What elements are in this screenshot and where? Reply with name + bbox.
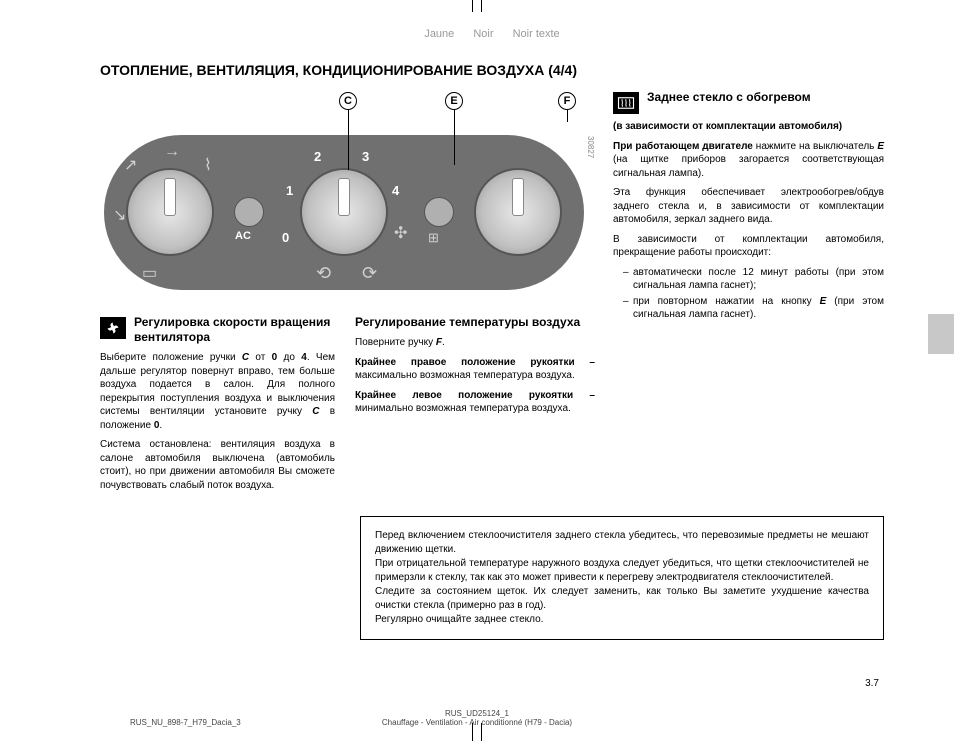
page: Jaune Noir Noir texte ОТОПЛЕНИЕ, ВЕНТИЛЯ… — [0, 0, 954, 739]
control-panel-figure: C E F 30827 ↘ ↗ → ⌇ ▭ AC — [100, 90, 595, 295]
callout-c: C — [339, 92, 357, 110]
ac-label: AC — [235, 230, 251, 242]
temp-section-body: Поверните ручку F. Крайнее правое положе… — [355, 336, 595, 416]
footer-line-1: RUS_UD25124_1 — [0, 709, 954, 718]
left-column: C E F 30827 ↘ ↗ → ⌇ ▭ AC — [100, 90, 595, 498]
recirc-icon-1: ⟲ — [316, 263, 331, 284]
fan-num-4: 4 — [392, 183, 399, 198]
callout-line-c — [348, 110, 349, 170]
callout-e: E — [445, 92, 463, 110]
note-p1: Перед включением стеклоочистителя заднег… — [375, 529, 869, 557]
fan-num-1: 1 — [286, 183, 293, 198]
air-distribution-knob — [126, 168, 214, 256]
fan-num-2: 2 — [314, 149, 321, 164]
rear-defrost-list: автоматически после 12 минут работы (при… — [613, 266, 884, 321]
fan-section-title: Регулировка скорости вращения вентилятор… — [134, 315, 335, 345]
label-noir-texte: Noir texte — [513, 28, 560, 40]
note-box: Перед включением стеклоочистителя заднег… — [360, 516, 884, 640]
temp-section-title: Регулирование температуры воздуха — [355, 315, 595, 330]
callout-line-f — [567, 110, 568, 122]
right-column: Заднее стекло с обогревом (в зависимости… — [613, 90, 884, 498]
distribution-icon-face: → — [164, 143, 180, 161]
rear-defrost-icon-box — [613, 92, 639, 114]
callout-line-e — [454, 110, 455, 165]
fan-icon: ✣ — [394, 223, 407, 243]
temp-section: Регулирование температуры воздуха Поверн… — [355, 315, 595, 498]
temperature-knob — [474, 168, 562, 256]
page-title: ОТОПЛЕНИЕ, ВЕНТИЛЯЦИЯ, КОНДИЦИОНИРОВАНИЕ… — [100, 62, 884, 78]
fan-section: Регулировка скорости вращения вентилятор… — [100, 315, 335, 498]
crop-mark-bottom — [472, 723, 482, 741]
recirc-icon-2: ⟳ — [362, 263, 377, 284]
note-p4: Регулярно очищайте заднее стекло. — [375, 613, 869, 627]
content-columns: C E F 30827 ↘ ↗ → ⌇ ▭ AC — [100, 90, 884, 498]
fan-speed-knob — [300, 168, 388, 256]
page-number: 3.7 — [865, 678, 879, 689]
rear-defrost-button — [424, 197, 454, 227]
rear-defrost-title: Заднее стекло с обогревом — [647, 90, 811, 105]
distribution-icon-feet: ↘ — [113, 205, 126, 225]
note-p2: При отрицательной температуре наружного … — [375, 557, 869, 585]
label-noir: Noir — [473, 28, 493, 40]
distribution-icon-windshield: ▭ — [142, 263, 157, 283]
list-item: при повторном нажатии на кнопку E (при э… — [623, 295, 884, 321]
rear-defrost-body: (в зависимости от комплектации автомобил… — [613, 120, 884, 321]
image-id: 30827 — [586, 136, 595, 158]
callout-f: F — [558, 92, 576, 110]
header-color-labels: Jaune Noir Noir texte — [100, 28, 884, 40]
list-item: автоматически после 12 минут работы (при… — [623, 266, 884, 292]
distribution-icon-upper: ↗ — [124, 155, 137, 175]
fan-section-body: Выберите положение ручки C от 0 до 4. Че… — [100, 351, 335, 492]
fan-num-3: 3 — [362, 149, 369, 164]
lower-sections-row: Регулировка скорости вращения вентилятор… — [100, 315, 595, 498]
hvac-panel: ↘ ↗ → ⌇ ▭ AC 0 1 2 3 4 ✣ — [104, 135, 584, 290]
distribution-icon-defrost: ⌇ — [204, 155, 212, 175]
rear-defrost-icon: ⊞ — [428, 230, 439, 246]
fan-icon-box — [100, 317, 126, 339]
fan-num-0: 0 — [282, 230, 289, 245]
label-jaune: Jaune — [424, 28, 454, 40]
note-p3: Следите за состоянием щеток. Их следует … — [375, 585, 869, 613]
ac-button — [234, 197, 264, 227]
